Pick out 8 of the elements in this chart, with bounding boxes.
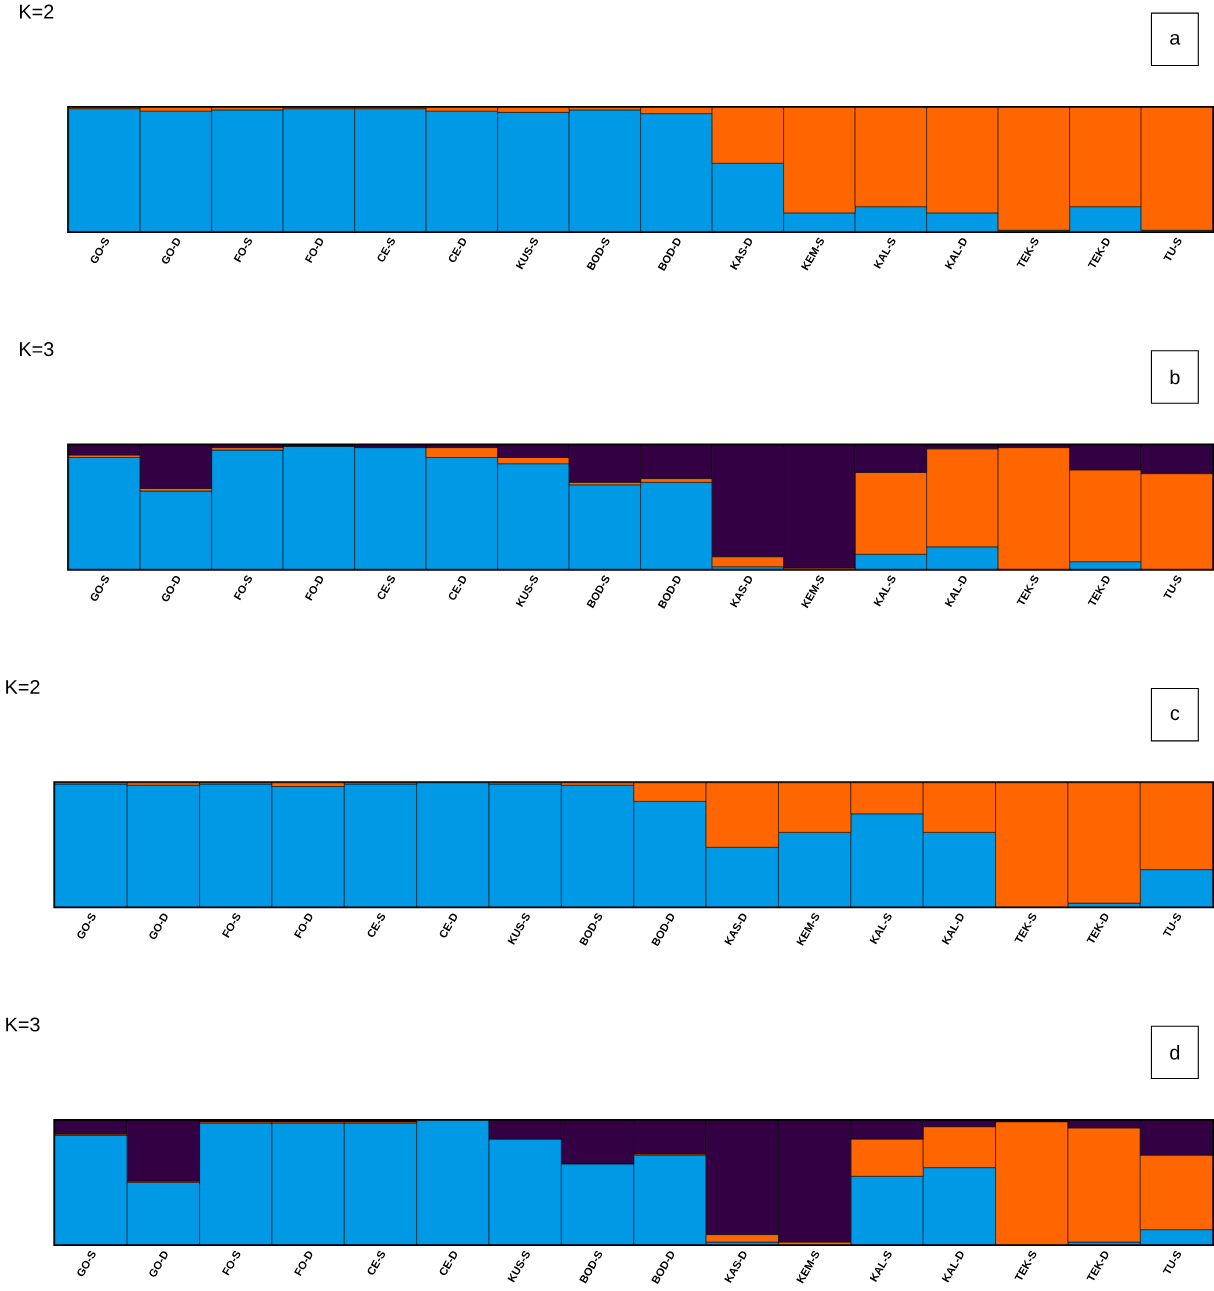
chart-title: K=3 <box>19 342 54 357</box>
text: a <box>1170 33 1181 45</box>
text: b <box>1170 369 1180 385</box>
text: d <box>1170 1045 1180 1060</box>
chart-title: K=3 <box>6 1017 40 1032</box>
text: c <box>1170 709 1180 721</box>
chart-title: K=2 <box>6 679 40 694</box>
chart-title: K=2 <box>19 4 54 19</box>
